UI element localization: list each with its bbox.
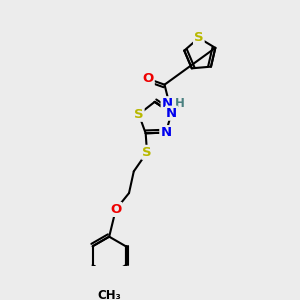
Text: N: N xyxy=(162,97,173,110)
Text: O: O xyxy=(110,203,122,216)
Text: S: S xyxy=(142,146,152,159)
Text: H: H xyxy=(174,97,184,110)
Text: O: O xyxy=(142,72,154,86)
Text: CH₃: CH₃ xyxy=(97,290,121,300)
Text: N: N xyxy=(160,126,171,139)
Text: S: S xyxy=(134,108,144,121)
Text: S: S xyxy=(194,32,204,44)
Text: N: N xyxy=(166,107,177,120)
